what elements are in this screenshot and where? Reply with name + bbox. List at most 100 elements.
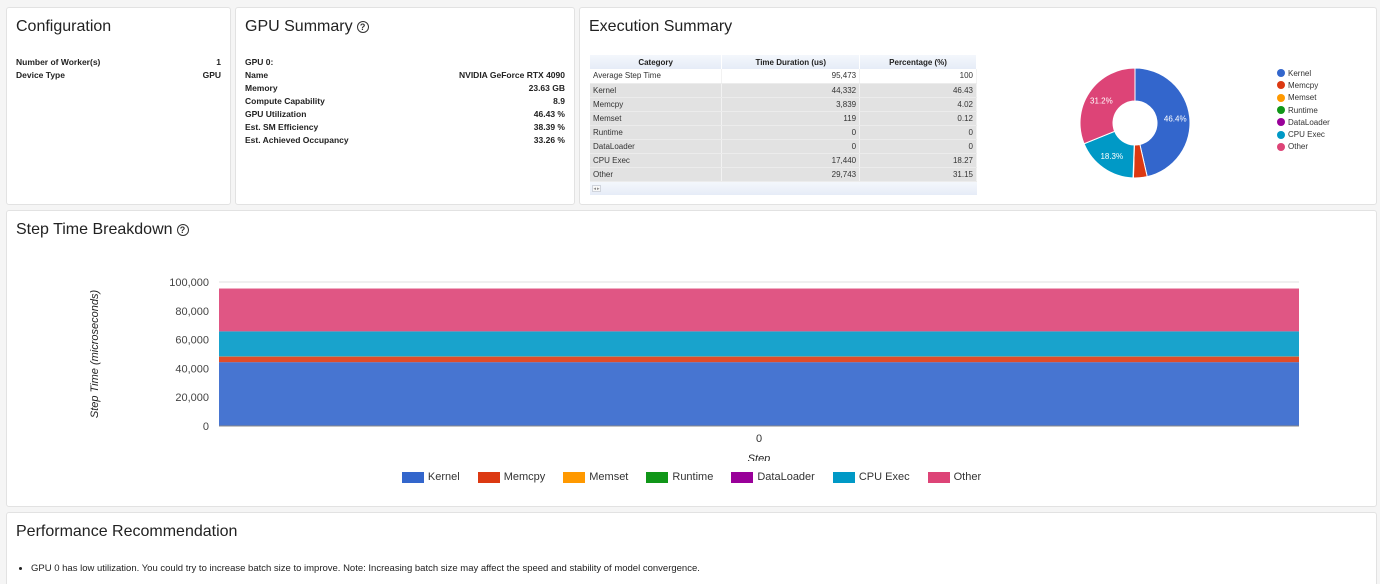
configuration-list: Number of Worker(s) 1 Device Type GPU <box>16 56 221 82</box>
bar-legend: Kernel Memcpy Memset Runtime DataLoader CPU E… <box>7 471 1376 483</box>
table-row[interactable]: Memset 119 0.12 <box>590 111 977 126</box>
bar-segment-kernel[interactable] <box>219 362 1299 426</box>
pie-legend-item[interactable]: Runtime <box>1277 104 1330 116</box>
cell-percentage: 4.02 <box>859 97 977 112</box>
bar-legend-item[interactable]: Memset <box>563 471 628 483</box>
column-header-category[interactable]: Category <box>590 55 723 69</box>
bar-legend-label: Runtime <box>672 471 714 483</box>
gpu-row: Est. SM Efficiency 38.39 % <box>245 121 565 134</box>
bar-legend-label: CPU Exec <box>858 471 910 483</box>
bar-legend-item[interactable]: Other <box>927 471 982 483</box>
gpu-summary-title-text: GPU Summary <box>245 18 353 35</box>
pie-legend-item[interactable]: CPU Exec <box>1277 128 1330 140</box>
gpu-row: Est. Achieved Occupancy 33.26 % <box>245 134 565 147</box>
x-axis-label: Step <box>748 453 771 461</box>
pie-slice-other[interactable] <box>1079 67 1136 145</box>
legend-swatch-icon <box>646 471 669 483</box>
pie-legend-item[interactable]: Kernel <box>1277 67 1330 79</box>
legend-dot-icon <box>1277 93 1285 102</box>
question-circle-icon[interactable]: ? <box>356 21 369 33</box>
execution-summary-title: Execution Summary <box>589 18 732 36</box>
table-row[interactable]: Memcpy 3,839 4.02 <box>590 97 977 112</box>
bar-legend-label: DataLoader <box>757 471 815 483</box>
gpu-row: Name NVIDIA GeForce RTX 4090 <box>245 69 565 82</box>
gpu-summary-list: GPU 0: Name NVIDIA GeForce RTX 4090 Memor… <box>245 56 565 147</box>
table-row[interactable]: DataLoader 0 0 <box>590 139 977 154</box>
pie-slice-kernel[interactable] <box>1134 67 1191 178</box>
step-time-bar-chart: 0 20,000 40,000 60,000 80,000 100,000 0 Step Ste… <box>89 277 1299 461</box>
y-tick-label: 60,000 <box>175 335 209 347</box>
pie-legend-item[interactable]: DataLoader <box>1277 116 1330 128</box>
table-row[interactable]: Runtime 0 0 <box>590 125 977 140</box>
y-tick-label: 40,000 <box>175 363 209 375</box>
pie-legend-item[interactable]: Memset <box>1277 92 1330 104</box>
pie-legend-label: Memset <box>1288 93 1317 103</box>
bar-legend-item[interactable]: CPU Exec <box>832 471 910 483</box>
legend-swatch-icon <box>477 471 500 483</box>
gpu-value: 33.26 % <box>533 135 565 145</box>
cell-percentage: 0.12 <box>859 111 977 126</box>
gpu-row: Compute Capability 8.9 <box>245 95 565 108</box>
cell-category: DataLoader <box>590 139 723 154</box>
execution-summary-card: Execution Summary Category Time Duration… <box>579 7 1377 205</box>
cell-time-duration: 119 <box>721 111 861 126</box>
column-header-time-duration[interactable]: Time Duration (us) <box>721 55 861 69</box>
pie-legend-label: Memcpy <box>1288 80 1319 90</box>
recommendation-item: GPU 0 has low utilization. You could try… <box>31 563 700 574</box>
next-page-icon[interactable]: ▸ <box>596 185 600 192</box>
cell-percentage: 31.15 <box>859 167 977 182</box>
prev-page-icon[interactable]: ◂ <box>593 185 596 192</box>
pie-legend-label: Runtime <box>1288 105 1318 115</box>
bar-legend-item[interactable]: Kernel <box>401 471 460 483</box>
pager-buttons[interactable]: ◂ ▸ <box>592 185 601 192</box>
bar-segment-other[interactable] <box>219 288 1299 332</box>
y-tick-label: 80,000 <box>175 306 209 318</box>
x-tick-label: 0 <box>756 433 762 445</box>
cell-category: Other <box>590 167 723 182</box>
question-circle-icon[interactable]: ? <box>176 224 189 236</box>
cell-percentage: 100 <box>859 69 977 84</box>
pie-slice-label: 18.3% <box>1100 152 1123 161</box>
cell-time-duration: 44,332 <box>721 83 861 98</box>
pie-slice-label: 46.4% <box>1164 114 1187 123</box>
gpu-label: GPU 0: <box>245 57 274 67</box>
gpu-value: 23.63 GB <box>528 83 565 93</box>
bar-legend-label: Other <box>953 471 982 483</box>
pie-legend-item[interactable]: Memcpy <box>1277 79 1330 91</box>
y-tick-label: 20,000 <box>175 392 209 404</box>
gpu-label: Memory <box>245 83 278 93</box>
bar-legend-item[interactable]: Runtime <box>646 471 713 483</box>
gpu-value: 46.43 % <box>533 109 565 119</box>
performance-recommendation-card: Performance Recommendation GPU 0 has low… <box>6 512 1377 584</box>
table-row[interactable]: Average Step Time 95,473 100 <box>590 69 977 84</box>
config-value: GPU <box>202 70 221 80</box>
gpu-value: 38.39 % <box>533 122 565 132</box>
cell-category: Memset <box>590 111 723 126</box>
legend-swatch-icon <box>563 471 586 483</box>
legend-dot-icon <box>1277 118 1285 127</box>
bar-legend-item[interactable]: DataLoader <box>731 471 815 483</box>
gpu-label: Compute Capability <box>245 96 325 106</box>
legend-dot-icon <box>1277 106 1285 115</box>
cell-category: Runtime <box>590 125 723 140</box>
cell-time-duration: 0 <box>721 125 861 140</box>
config-value: 1 <box>216 57 221 67</box>
legend-dot-icon <box>1277 130 1285 139</box>
legend-dot-icon <box>1277 81 1285 90</box>
gpu-value: NVIDIA GeForce RTX 4090 <box>459 70 565 80</box>
column-header-percentage[interactable]: Percentage (%) <box>859 55 977 69</box>
execution-pie-chart: 46.4% 18.3% 31.2% <box>1079 67 1191 179</box>
gpu-label: GPU Utilization <box>245 109 307 119</box>
step-time-breakdown-title-text: Step Time Breakdown <box>16 221 173 238</box>
execution-summary-table: Category Time Duration (us) Percentage (… <box>590 55 977 182</box>
pie-legend-item[interactable]: Other <box>1277 141 1330 153</box>
table-row[interactable]: Kernel 44,332 46.43 <box>590 83 977 98</box>
bar-segment-memcpy[interactable] <box>219 356 1299 363</box>
bar-legend-item[interactable]: Memcpy <box>477 471 545 483</box>
bar-segment-cpu-exec[interactable] <box>219 331 1299 357</box>
cell-time-duration: 95,473 <box>721 69 861 84</box>
legend-swatch-icon <box>731 471 754 483</box>
config-label: Device Type <box>16 70 65 80</box>
table-row[interactable]: CPU Exec 17,440 18.27 <box>590 153 977 168</box>
table-row[interactable]: Other 29,743 31.15 <box>590 167 977 182</box>
